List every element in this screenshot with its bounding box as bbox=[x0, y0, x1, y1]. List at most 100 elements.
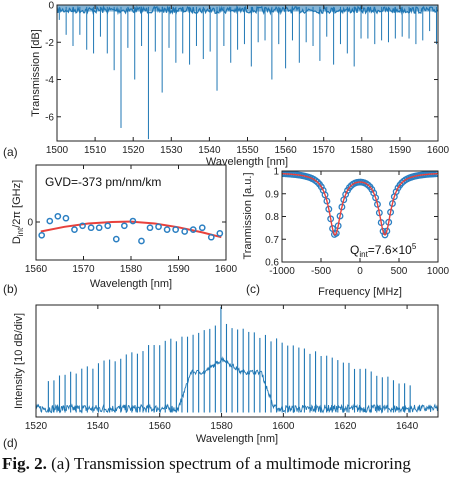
x-tick-d-label: 1600 bbox=[272, 421, 295, 432]
dispersion-point bbox=[46, 217, 54, 225]
gvd-annotation: GVD=-373 pm/nm/km bbox=[45, 175, 161, 189]
y-label-b-main: D bbox=[11, 236, 23, 244]
panel-c: Qint=7.6×105 -1000 -500 0 500 1000 0.6 0.7 0.8… bbox=[242, 167, 450, 299]
x-tick-b-label: 1590 bbox=[167, 264, 190, 275]
panel-label-d: (d) bbox=[3, 436, 18, 450]
q-sup: 5 bbox=[412, 242, 417, 251]
y-tick-c-label: 0.8 bbox=[265, 212, 279, 223]
dispersion-point bbox=[95, 224, 103, 232]
measured-point bbox=[372, 194, 380, 202]
y-label-b-rest: /2π [GHz] bbox=[11, 180, 23, 228]
x-tick-a-label: 1540 bbox=[198, 145, 221, 156]
y-tick-c-label: 0.9 bbox=[265, 189, 279, 200]
y-axis-label-b: Dint/2π [GHz] bbox=[11, 180, 25, 244]
y-tick-a-label: -4 bbox=[45, 75, 54, 86]
fit-curve bbox=[282, 172, 438, 236]
x-tick-c-label: 0 bbox=[357, 266, 363, 277]
caption-text: (a) Transmission spectrum of a multimode… bbox=[46, 454, 411, 473]
x-tick-c-label: 500 bbox=[391, 266, 408, 277]
panel-label-a: (a) bbox=[3, 145, 18, 159]
measured-point bbox=[312, 177, 320, 185]
panel-a: 1500 1510 1520 1530 1540 1550 1560 1570 1580 1590… bbox=[3, 1, 450, 169]
comb-spectrum-d bbox=[36, 306, 438, 414]
y-tick-b-label: 0 bbox=[27, 218, 33, 229]
x-axis-label-d: Wavelength [nm] bbox=[196, 433, 278, 445]
y-ticks-c: 0.6 0.7 0.8 0.9 1 bbox=[265, 167, 438, 269]
y-tick-c-label: 0.7 bbox=[265, 235, 279, 246]
y-tick-a-label: -6 bbox=[45, 112, 54, 123]
measured-point bbox=[392, 188, 400, 196]
x-tick-a-label: 1550 bbox=[236, 145, 259, 156]
y-axis-label-d: Intensity [10 dB/div] bbox=[13, 313, 25, 409]
q-main: Q bbox=[350, 243, 359, 257]
measured-point bbox=[368, 185, 376, 193]
panel-d: 1520 1540 1560 1580 1600 1620 1640 Wavelength … bbox=[3, 304, 439, 450]
y-ticks-b: 0 bbox=[27, 218, 226, 229]
x-tick-a-label: 1500 bbox=[46, 145, 69, 156]
dispersion-point bbox=[172, 226, 179, 233]
measured-points-c bbox=[282, 171, 438, 239]
dispersion-point bbox=[181, 228, 189, 235]
transmission-trace-a bbox=[57, 5, 438, 140]
x-ticks-d: 1520 1540 1560 1580 1600 1620 1640 bbox=[25, 305, 419, 432]
dispersion-points bbox=[38, 212, 224, 245]
x-tick-c-label: -1000 bbox=[269, 266, 295, 277]
x-tick-a-label: 1590 bbox=[389, 145, 412, 156]
x-tick-b-label: 1600 bbox=[215, 264, 238, 275]
figure-caption: Fig. 2. (a) Transmission spectrum of a m… bbox=[2, 454, 474, 477]
dispersion-point bbox=[189, 226, 197, 233]
measured-point bbox=[317, 183, 325, 191]
dispersion-fit-curve bbox=[40, 220, 222, 239]
x-tick-a-label: 1530 bbox=[160, 145, 183, 156]
lorentzian-fit-c bbox=[282, 172, 438, 236]
dispersion-point bbox=[112, 235, 120, 243]
x-tick-a-label: 1570 bbox=[313, 145, 336, 156]
measured-point bbox=[314, 178, 322, 186]
dispersion-point bbox=[129, 217, 137, 225]
x-tick-b-label: 1570 bbox=[72, 264, 95, 275]
x-tick-d-label: 1580 bbox=[210, 421, 233, 432]
dispersion-point bbox=[155, 223, 162, 231]
noise-floor bbox=[36, 356, 438, 414]
panel-label-c: (c) bbox=[246, 282, 260, 296]
x-tick-d-label: 1620 bbox=[334, 421, 357, 432]
figure-canvas: 1500 1510 1520 1530 1540 1550 1560 1570 1580 1590… bbox=[3, 1, 450, 451]
y-tick-c-label: 1 bbox=[273, 167, 279, 178]
dispersion-point bbox=[163, 226, 171, 233]
y-axis-label-c: Tranmission [a.u.] bbox=[242, 172, 254, 259]
x-tick-c-label: -500 bbox=[311, 266, 331, 277]
x-tick-a-label: 1510 bbox=[84, 145, 107, 156]
x-tick-d-label: 1640 bbox=[396, 421, 419, 432]
dispersion-point bbox=[207, 233, 215, 241]
dispersion-point bbox=[198, 224, 206, 232]
x-tick-b-label: 1560 bbox=[25, 264, 48, 275]
dispersion-point bbox=[54, 212, 62, 220]
measured-point bbox=[321, 191, 329, 199]
dispersion-point bbox=[138, 237, 145, 245]
plot-frame-d bbox=[35, 304, 439, 418]
x-tick-b-label: 1580 bbox=[120, 264, 143, 275]
dispersion-point bbox=[216, 230, 224, 237]
x-ticks-b: 1560 1570 1580 1590 1600 bbox=[25, 165, 238, 275]
panel-b: GVD=-373 pm/nm/km 1560 1570 1580 1590 1600 0… bbox=[3, 164, 238, 296]
x-ticks-a: 1500 1510 1520 1530 1540 1550 1560 1570 1580 1590… bbox=[46, 5, 450, 156]
x-tick-a-label: 1520 bbox=[122, 145, 145, 156]
measured-point bbox=[381, 231, 389, 239]
x-tick-d-label: 1560 bbox=[149, 421, 172, 432]
x-tick-d-label: 1540 bbox=[87, 421, 110, 432]
y-label-b-sub: int bbox=[16, 227, 25, 236]
dispersion-point bbox=[146, 224, 154, 232]
x-tick-a-label: 1600 bbox=[427, 145, 450, 156]
panel-label-b: (b) bbox=[3, 282, 18, 296]
dispersion-point bbox=[71, 226, 78, 233]
dispersion-point bbox=[104, 222, 112, 230]
y-tick-a-label: 0 bbox=[48, 1, 54, 12]
x-ticks-c: -1000 -500 0 500 1000 bbox=[269, 171, 450, 277]
x-tick-d-label: 1520 bbox=[25, 421, 48, 432]
dispersion-point bbox=[121, 222, 128, 230]
dispersion-point bbox=[62, 214, 70, 222]
dispersion-point bbox=[87, 224, 95, 232]
x-tick-c-label: 1000 bbox=[427, 266, 450, 277]
y-tick-c-label: 0.6 bbox=[265, 258, 279, 269]
dispersion-point bbox=[79, 222, 86, 230]
